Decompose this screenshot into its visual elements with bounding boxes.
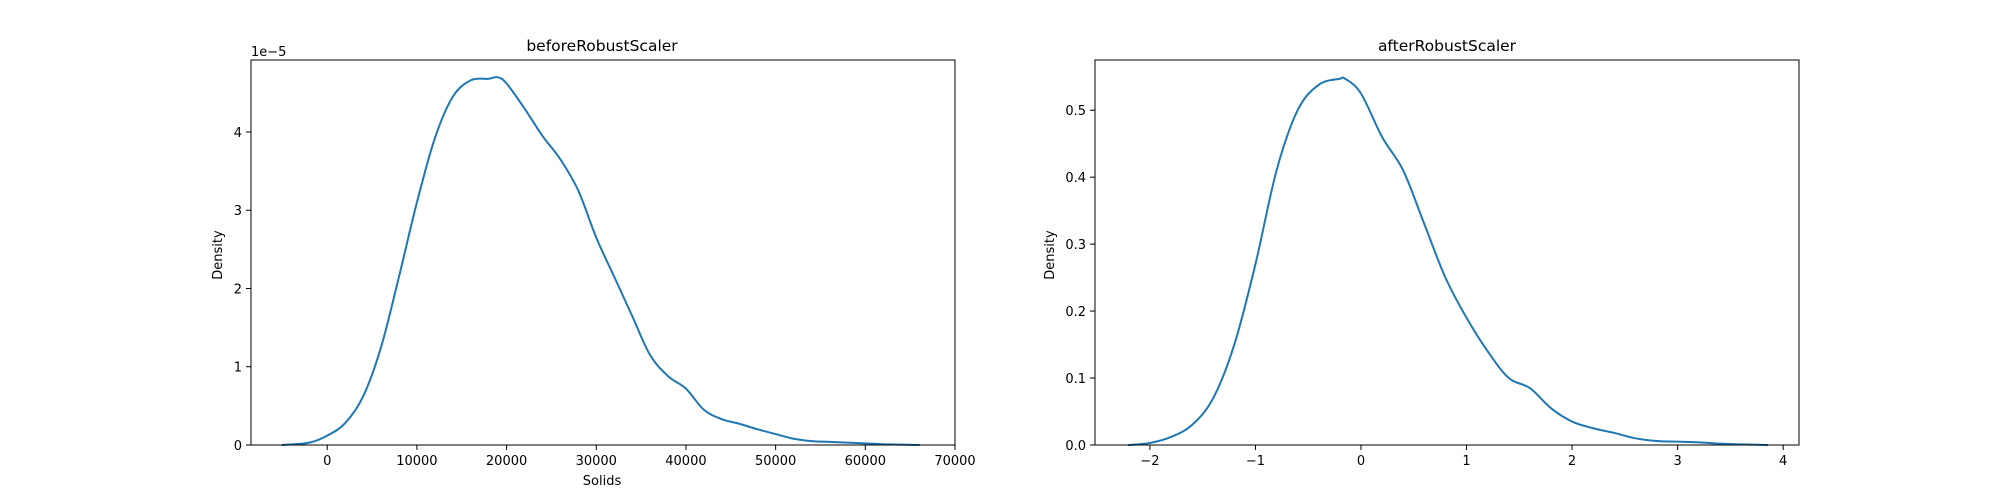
y-tick-label: 0.4: [1065, 171, 1086, 186]
chart-title: afterRobustScaler: [1378, 37, 1517, 55]
y-tick-label: 0: [234, 439, 242, 454]
y-tick-label: 0.5: [1065, 104, 1086, 119]
x-tick-label: 2: [1568, 454, 1576, 469]
y-axis-label: Density: [1043, 230, 1058, 280]
y-tick-label: 0.0: [1065, 439, 1086, 454]
x-tick-label: 0: [323, 454, 331, 469]
x-tick-label: 10000: [396, 454, 437, 469]
axes-frame: [1094, 59, 1800, 446]
chart-title: beforeRobustScaler: [526, 37, 678, 55]
y-offset-label: 1e−5: [251, 45, 286, 60]
plot-layer: [1127, 76, 1769, 446]
x-tick-label: 50000: [755, 454, 796, 469]
x-tick-label: −1: [1246, 454, 1265, 469]
y-tick-label: 4: [234, 126, 242, 141]
plot-layer: [281, 76, 921, 446]
tick-layer: −2 −1 0 1 2 3 4 0.0 0.1 0.2 0.3 0.4 0.5: [1065, 104, 1787, 469]
x-tick-label: 3: [1673, 454, 1681, 469]
y-tick-label: 0.2: [1065, 305, 1086, 320]
x-tick-label: 0: [1357, 454, 1365, 469]
y-tick-label: 0.1: [1065, 372, 1086, 387]
x-tick-label: 40000: [665, 454, 706, 469]
x-tick-label: 30000: [576, 454, 617, 469]
x-tick-label: 60000: [845, 454, 886, 469]
x-axis-label: Solids: [583, 474, 622, 489]
x-tick-label: 1: [1462, 454, 1470, 469]
tick-layer: 0 10000 20000 30000 40000 50000 60000 70000 0 1 2 3…: [234, 126, 976, 469]
y-tick-label: 0.3: [1065, 238, 1086, 253]
y-tick-label: 3: [234, 204, 242, 219]
x-tick-label: 4: [1779, 454, 1787, 469]
axes-frame: [250, 59, 956, 446]
x-tick-label: 20000: [486, 454, 527, 469]
subplot-after-robust-scaler: afterRobustScaler Density −2 −1 0 1 2 3 4 0.0 0.…: [1043, 37, 1800, 469]
x-tick-label: 70000: [934, 454, 975, 469]
x-tick-label: −2: [1140, 454, 1159, 469]
y-axis-label: Density: [211, 230, 226, 280]
density-series-line: [1127, 76, 1769, 446]
y-tick-label: 1: [234, 361, 242, 376]
density-series-line: [281, 76, 921, 446]
subplot-before-robust-scaler: beforeRobustScaler 1e−5 Density Solids 0…: [211, 37, 976, 489]
y-tick-label: 2: [234, 282, 242, 297]
